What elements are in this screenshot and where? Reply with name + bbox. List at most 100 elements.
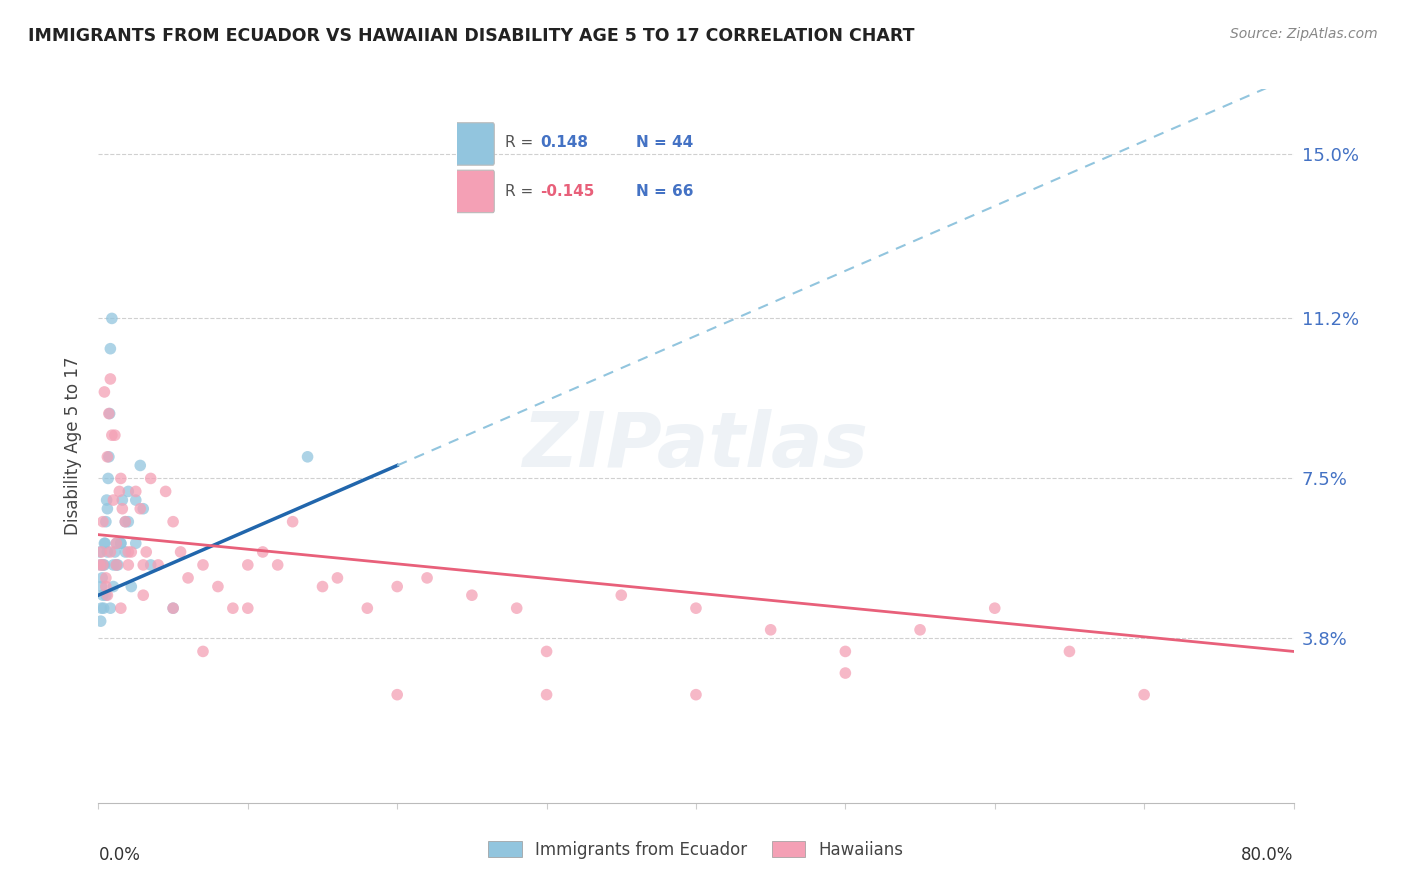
Point xyxy=(96,501,118,516)
Point xyxy=(89,558,111,572)
Point xyxy=(93,601,115,615)
Point xyxy=(103,558,125,572)
Point xyxy=(135,545,157,559)
Point xyxy=(139,471,162,485)
Point xyxy=(93,384,115,399)
Text: IMMIGRANTS FROM ECUADOR VS HAWAIIAN DISABILITY AGE 5 TO 17 CORRELATION CHART: IMMIGRANTS FROM ECUADOR VS HAWAIIAN DISA… xyxy=(28,27,915,45)
Point xyxy=(97,450,120,464)
Point xyxy=(100,601,122,615)
Point xyxy=(132,588,155,602)
Point xyxy=(536,644,558,658)
Point xyxy=(94,515,117,529)
Point xyxy=(97,407,120,421)
Point xyxy=(101,428,124,442)
Point xyxy=(610,588,633,602)
Point xyxy=(685,688,707,702)
Point xyxy=(103,580,125,594)
Point xyxy=(252,545,274,559)
Point xyxy=(536,688,558,702)
Point xyxy=(94,571,117,585)
Point xyxy=(222,601,245,615)
Point xyxy=(111,501,134,516)
Point xyxy=(129,458,152,473)
Point xyxy=(356,601,378,615)
Point xyxy=(96,588,118,602)
Point xyxy=(94,580,117,594)
Point xyxy=(326,571,349,585)
Point xyxy=(100,342,122,356)
Point xyxy=(104,428,127,442)
Point xyxy=(162,601,184,615)
Point xyxy=(834,666,856,681)
Point xyxy=(125,484,148,499)
Point xyxy=(98,407,121,421)
Point xyxy=(91,558,114,572)
Point xyxy=(162,515,184,529)
Point xyxy=(110,601,132,615)
Point xyxy=(984,601,1007,615)
Point xyxy=(110,536,132,550)
Point xyxy=(90,614,112,628)
Legend: Immigrants from Ecuador, Hawaiians: Immigrants from Ecuador, Hawaiians xyxy=(482,835,910,866)
Point xyxy=(132,501,155,516)
Point xyxy=(207,580,229,594)
Point xyxy=(105,536,128,550)
Point xyxy=(1059,644,1081,658)
Point xyxy=(90,558,112,572)
Point xyxy=(117,484,139,499)
Point xyxy=(461,588,484,602)
Point xyxy=(105,536,128,550)
Point xyxy=(267,558,290,572)
Point xyxy=(117,558,139,572)
Point xyxy=(111,493,134,508)
Point xyxy=(117,515,139,529)
Point xyxy=(91,588,114,602)
Point xyxy=(101,311,124,326)
Point xyxy=(94,536,117,550)
Point xyxy=(96,493,118,508)
Text: ZIPatlas: ZIPatlas xyxy=(523,409,869,483)
Point xyxy=(114,545,136,559)
Point xyxy=(100,372,122,386)
Point xyxy=(103,493,125,508)
Point xyxy=(148,558,170,572)
Point xyxy=(177,571,200,585)
Point xyxy=(114,515,136,529)
Text: Source: ZipAtlas.com: Source: ZipAtlas.com xyxy=(1230,27,1378,41)
Point xyxy=(506,601,529,615)
Point xyxy=(90,545,112,559)
Point xyxy=(169,545,191,559)
Point xyxy=(110,471,132,485)
Point xyxy=(385,580,409,594)
Point xyxy=(416,571,439,585)
Point xyxy=(107,558,129,572)
Point xyxy=(100,545,122,559)
Point xyxy=(90,580,112,594)
Point xyxy=(191,558,214,572)
Point xyxy=(110,536,132,550)
Point xyxy=(385,688,409,702)
Point xyxy=(96,450,118,464)
Point xyxy=(125,536,148,550)
Point xyxy=(1133,688,1156,702)
Point xyxy=(105,558,128,572)
Point xyxy=(132,558,155,572)
Point xyxy=(191,644,214,658)
Point xyxy=(91,515,114,529)
Point xyxy=(108,484,131,499)
Point xyxy=(759,623,782,637)
Point xyxy=(104,545,127,559)
Point xyxy=(297,450,319,464)
Point xyxy=(93,536,115,550)
Point xyxy=(834,644,856,658)
Text: 0.0%: 0.0% xyxy=(98,846,141,863)
Point xyxy=(93,558,115,572)
Point xyxy=(114,515,136,529)
Text: 80.0%: 80.0% xyxy=(1241,846,1294,863)
Point xyxy=(139,558,162,572)
Point xyxy=(125,493,148,508)
Point xyxy=(685,601,707,615)
Point xyxy=(129,501,152,516)
Point xyxy=(91,571,114,585)
Point xyxy=(94,588,117,602)
